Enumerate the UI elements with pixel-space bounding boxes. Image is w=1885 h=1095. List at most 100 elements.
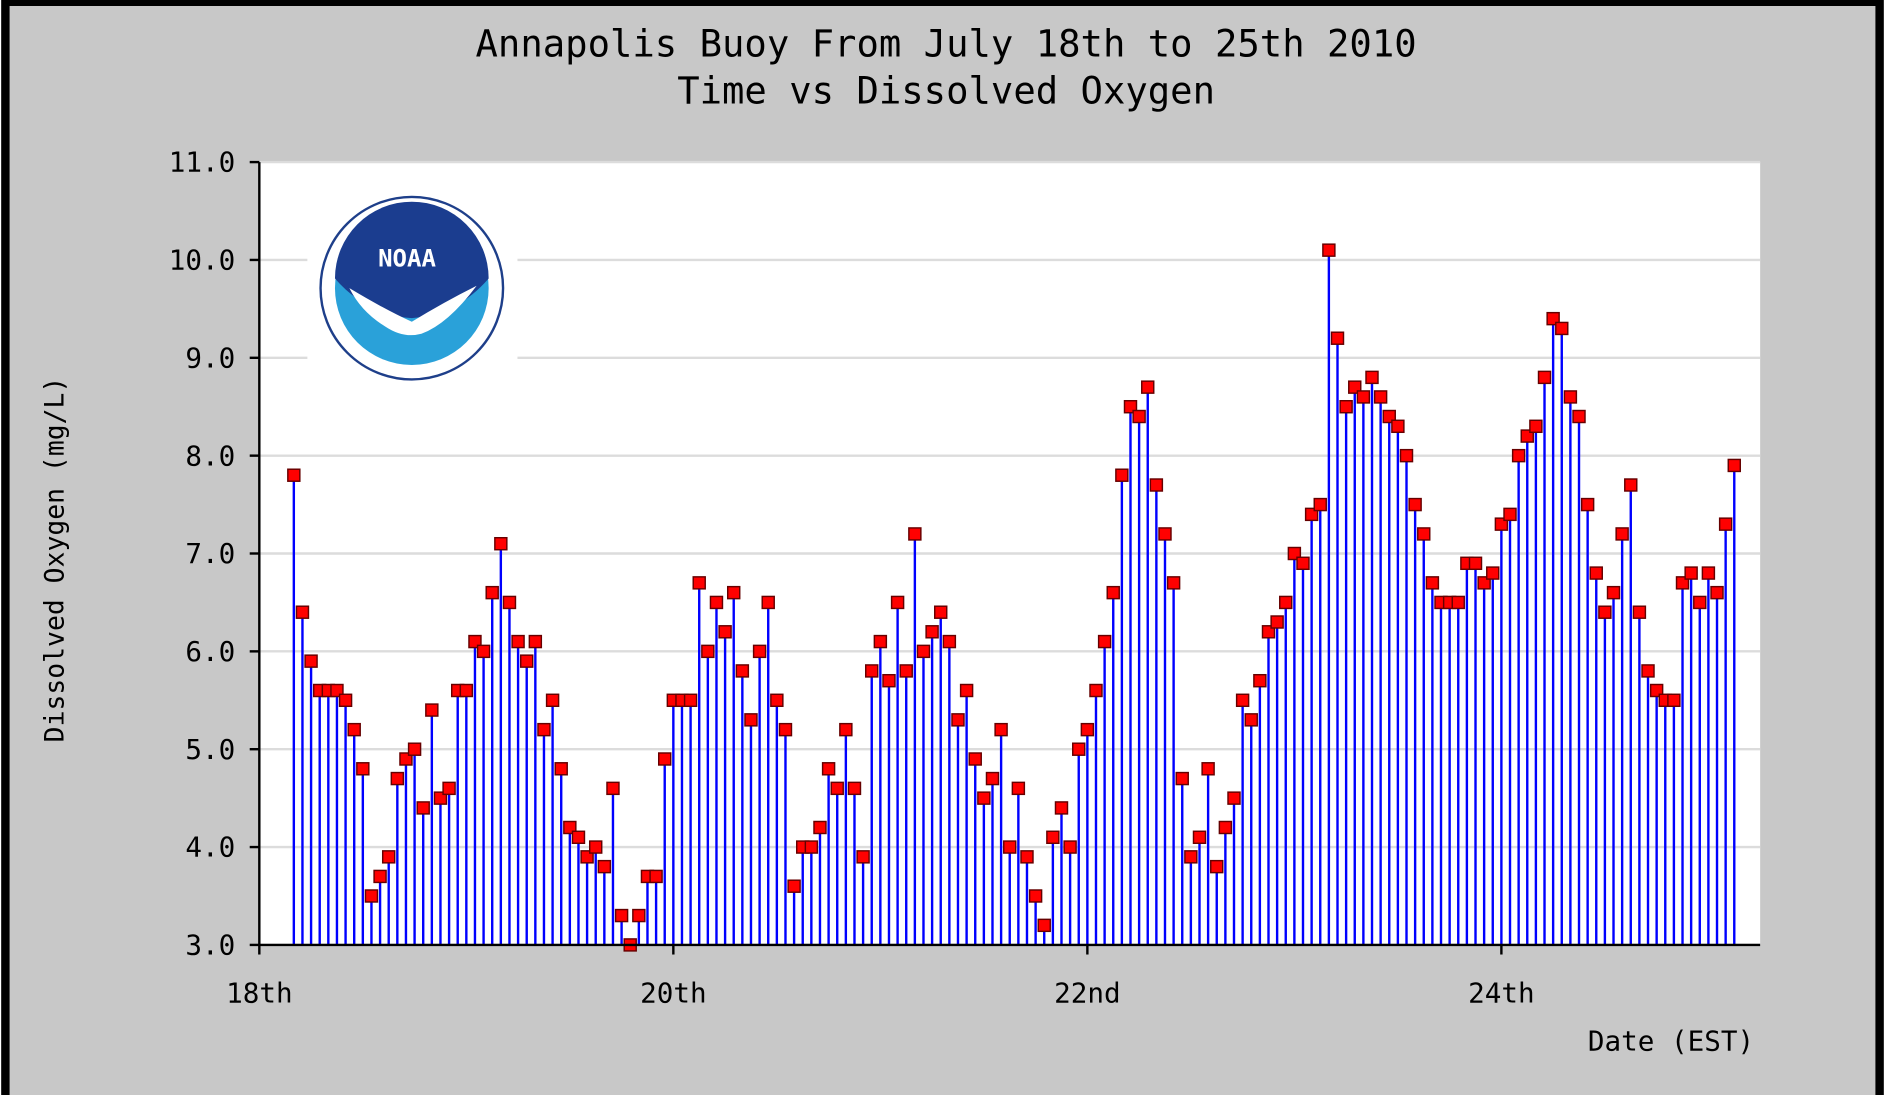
marker — [1727, 458, 1741, 473]
marker — [1555, 321, 1569, 336]
marker — [485, 585, 499, 600]
marker — [1408, 497, 1422, 512]
y-tick-label: 11.0 — [169, 146, 236, 179]
marker — [1123, 399, 1138, 414]
marker — [330, 683, 344, 698]
marker — [1149, 478, 1164, 492]
marker — [1106, 585, 1120, 600]
marker — [873, 634, 888, 649]
marker — [287, 468, 301, 482]
chart-subtitle: Time vs Dissolved Oxygen — [677, 68, 1215, 112]
marker — [399, 752, 413, 766]
marker — [433, 791, 448, 805]
marker — [1304, 507, 1319, 522]
y-tick-label: 8.0 — [185, 439, 235, 472]
marker — [1132, 409, 1146, 424]
marker — [1624, 478, 1638, 492]
y-tick-label: 5.0 — [185, 733, 235, 766]
marker — [1339, 399, 1353, 414]
marker — [1718, 517, 1733, 531]
marker — [813, 820, 827, 835]
marker — [459, 683, 474, 698]
marker — [1192, 830, 1207, 845]
marker — [934, 605, 948, 619]
marker — [468, 634, 482, 649]
marker — [295, 605, 310, 619]
x-tick-label: 22nd — [1054, 977, 1121, 1010]
marker — [649, 869, 663, 884]
marker — [1046, 830, 1060, 845]
marker — [1270, 615, 1284, 629]
marker — [1468, 556, 1483, 571]
x-axis-label: Date (EST) — [1588, 1025, 1754, 1058]
marker — [407, 742, 422, 756]
marker — [856, 850, 870, 864]
x-tick-label: 18th — [226, 977, 293, 1010]
marker — [1141, 380, 1155, 394]
marker — [959, 683, 974, 698]
marker — [511, 634, 525, 649]
marker — [1054, 801, 1069, 815]
marker — [1020, 850, 1034, 864]
marker — [744, 713, 758, 727]
y-axis-label: Dissolved Oxygen (mg/L) — [40, 377, 71, 743]
y-tick-label: 3.0 — [185, 929, 235, 962]
marker — [1598, 605, 1612, 619]
marker — [1417, 527, 1431, 541]
marker — [830, 781, 844, 796]
marker — [356, 762, 370, 776]
marker — [1529, 419, 1543, 434]
marker — [1158, 527, 1172, 541]
marker — [865, 664, 879, 678]
marker — [899, 664, 913, 678]
marker — [1028, 889, 1043, 903]
y-tick-label: 7.0 — [185, 537, 235, 570]
marker — [1520, 429, 1534, 443]
marker — [347, 722, 361, 737]
marker — [1675, 576, 1690, 590]
logo-text: NOAA — [378, 245, 436, 273]
marker — [373, 869, 387, 884]
marker — [787, 879, 801, 893]
marker — [1244, 713, 1258, 727]
marker — [977, 791, 991, 805]
logo-top — [334, 201, 489, 319]
marker — [1710, 585, 1724, 600]
marker — [1546, 311, 1560, 326]
marker — [1477, 576, 1491, 590]
marker — [580, 850, 594, 864]
marker — [1693, 595, 1707, 610]
marker — [1649, 683, 1664, 698]
marker — [1382, 409, 1396, 424]
marker — [882, 673, 896, 688]
marker — [1313, 497, 1327, 512]
marker — [1201, 762, 1215, 776]
marker — [563, 820, 577, 835]
marker — [545, 693, 560, 708]
marker — [528, 634, 543, 649]
marker — [381, 850, 396, 864]
marker — [761, 595, 775, 610]
marker — [606, 781, 620, 796]
marker — [709, 595, 724, 610]
x-tick-label: 20th — [640, 977, 707, 1010]
y-tick-label: 4.0 — [185, 831, 235, 864]
marker — [1279, 595, 1293, 610]
marker — [804, 840, 819, 854]
marker — [554, 762, 568, 776]
marker — [752, 644, 767, 659]
marker — [1701, 566, 1716, 580]
marker — [1399, 448, 1414, 463]
marker — [1322, 243, 1336, 257]
marker — [1537, 370, 1552, 385]
marker — [1227, 791, 1241, 805]
marker — [683, 693, 698, 708]
marker — [1373, 390, 1388, 404]
marker — [1261, 625, 1276, 639]
marker — [1037, 918, 1051, 933]
marker — [1391, 419, 1405, 434]
marker — [1615, 527, 1629, 541]
marker — [692, 576, 706, 590]
marker — [632, 908, 646, 923]
